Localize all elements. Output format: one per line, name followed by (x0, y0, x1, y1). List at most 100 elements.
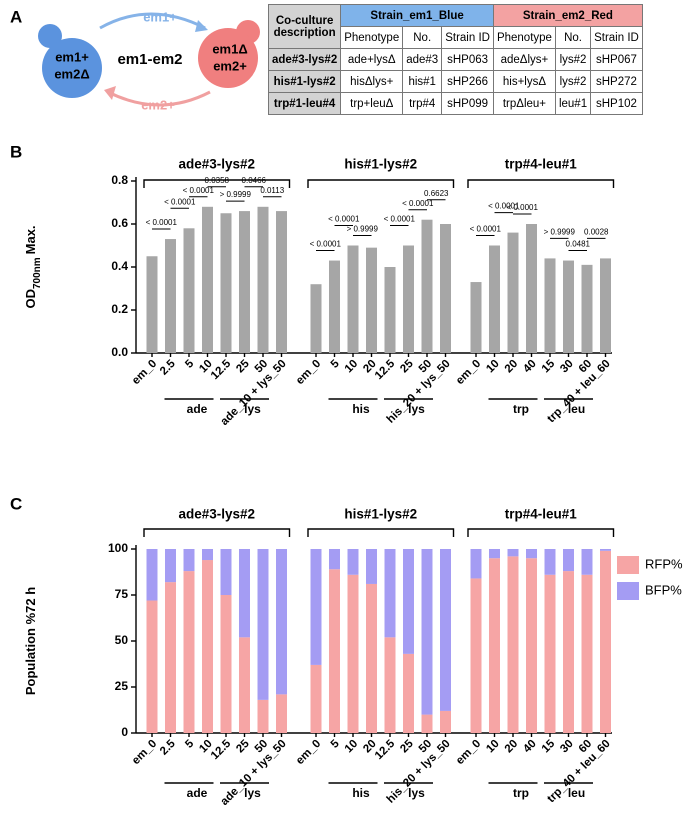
bar-segment (563, 571, 574, 733)
table-row: his#1-lys#2 hisΔlys+ his#1 sHP266 his+lysΔ ly… (267, 70, 643, 93)
x-tick-label: 20 (503, 358, 521, 376)
bar-segment (403, 549, 414, 654)
x-tick-label: 5 (329, 737, 342, 750)
bar-segment (165, 549, 176, 583)
table-cell: sHP099 (441, 92, 494, 115)
p-value: < 0.0001 (328, 215, 360, 224)
panel-label: C (10, 494, 22, 513)
x-tick-label: 20 (503, 738, 521, 756)
bar (239, 211, 250, 353)
bar-segment (183, 549, 195, 572)
bar-segment (581, 574, 593, 733)
x-tick-label: 12.5 (373, 357, 398, 382)
bar-segment (146, 549, 158, 601)
group-bracket (143, 528, 291, 537)
y-tick-label: 100 (108, 541, 128, 555)
legend-label: RFP% (645, 556, 683, 571)
bar-segment (202, 549, 213, 561)
p-value: > 0.9999 (544, 228, 576, 237)
bar-segment (220, 549, 232, 595)
bar-segment (600, 549, 611, 551)
x-tick-label: 12.5 (373, 737, 398, 762)
y-tick-label: 0.0 (111, 345, 128, 359)
x-tick-label: em_0 (454, 738, 483, 767)
bar (581, 264, 593, 353)
bar-segment (489, 549, 500, 559)
y-tick-label: 0.8 (111, 173, 128, 187)
table-cell: lys#2 (554, 48, 592, 71)
sub-axis-label: lys (244, 402, 261, 416)
bar-segment (257, 699, 269, 733)
column-header: Strain ID (590, 26, 643, 49)
sub-axis-label: ade (187, 402, 208, 416)
bar-segment (146, 600, 158, 733)
x-tick-label: em_0 (294, 738, 323, 767)
bar-segment (239, 549, 250, 638)
table-cell: ade#3-lys#2 (267, 48, 342, 71)
sub-axis-label: trp (513, 786, 529, 800)
column-header: No. (402, 26, 443, 49)
sub-axis-label: ade (187, 786, 208, 800)
bar-segment (526, 558, 537, 733)
arrow (107, 90, 211, 107)
bar (421, 219, 433, 353)
group-bracket (467, 528, 615, 537)
bar-segment (165, 582, 176, 733)
y-label-part: Population %72 h (23, 587, 38, 695)
table-cell: lys#2 (554, 70, 592, 93)
cell-label: em2Δ (54, 66, 89, 81)
bar (563, 260, 574, 353)
bar-segment (384, 549, 396, 638)
p-value: < 0.0001 (507, 203, 539, 212)
cell-label: em1+ (55, 49, 89, 64)
p-value: < 0.0001 (164, 197, 196, 206)
cell-label: em2+ (213, 58, 247, 73)
bar-segment (329, 569, 340, 733)
bar (276, 211, 287, 353)
group-title: ade#3-lys#2 (178, 157, 255, 172)
table-row: ade#3-lys#2 ade+lysΔ ade#3 sHP063 adeΔlys+ ly… (267, 48, 643, 71)
x-tick-label: 2.5 (158, 357, 178, 377)
sub-axis-label: his (352, 402, 370, 416)
panel-label: B (10, 142, 22, 161)
sub-axis-label: lys (244, 786, 261, 800)
sub-axis-label: lys (408, 786, 425, 800)
bar (600, 258, 611, 353)
arrow-label: em1+ (143, 9, 177, 24)
x-tick-label: 40 (521, 738, 539, 756)
bar (470, 282, 482, 353)
column-header: Strain ID (441, 26, 494, 49)
bar-segment (310, 664, 322, 733)
p-value: < 0.0001 (310, 240, 342, 249)
x-tick-label: 5 (183, 357, 196, 370)
x-tick-label: 30 (558, 738, 576, 756)
y-tick-label: 0.6 (111, 216, 128, 230)
p-value: > 0.9999 (220, 190, 252, 199)
bar-segment (239, 637, 250, 733)
bar-segment (403, 653, 414, 733)
y-tick-label: 0 (121, 725, 128, 739)
group-title: trp#4-leu#1 (505, 507, 578, 522)
bar-segment (366, 583, 377, 733)
group-title: trp#4-leu#1 (505, 157, 578, 172)
bar-segment (276, 549, 287, 695)
bar-segment (489, 558, 500, 733)
x-tick-label: 25 (234, 357, 252, 375)
x-tick-label: 30 (558, 358, 576, 376)
x-tick-label: 25 (398, 357, 416, 375)
table-cell: leu#1 (554, 92, 592, 115)
group-title: his#1-lys#2 (344, 157, 417, 172)
x-tick-label: 25 (234, 737, 252, 755)
bar-segment (329, 549, 340, 570)
bar-segment (421, 549, 433, 715)
x-tick-label: 2.5 (158, 737, 178, 757)
x-tick-label: em_0 (130, 358, 159, 387)
x-tick-label: 10 (484, 738, 502, 756)
sub-axis-label: leu (568, 402, 585, 416)
bar (310, 284, 322, 353)
bar-segment (526, 549, 537, 559)
arrow-label: em2+ (141, 97, 175, 112)
x-tick-label: 12.5 (209, 737, 234, 762)
x-tick-label: 10 (343, 358, 361, 376)
x-tick-label: 25 (398, 737, 416, 755)
